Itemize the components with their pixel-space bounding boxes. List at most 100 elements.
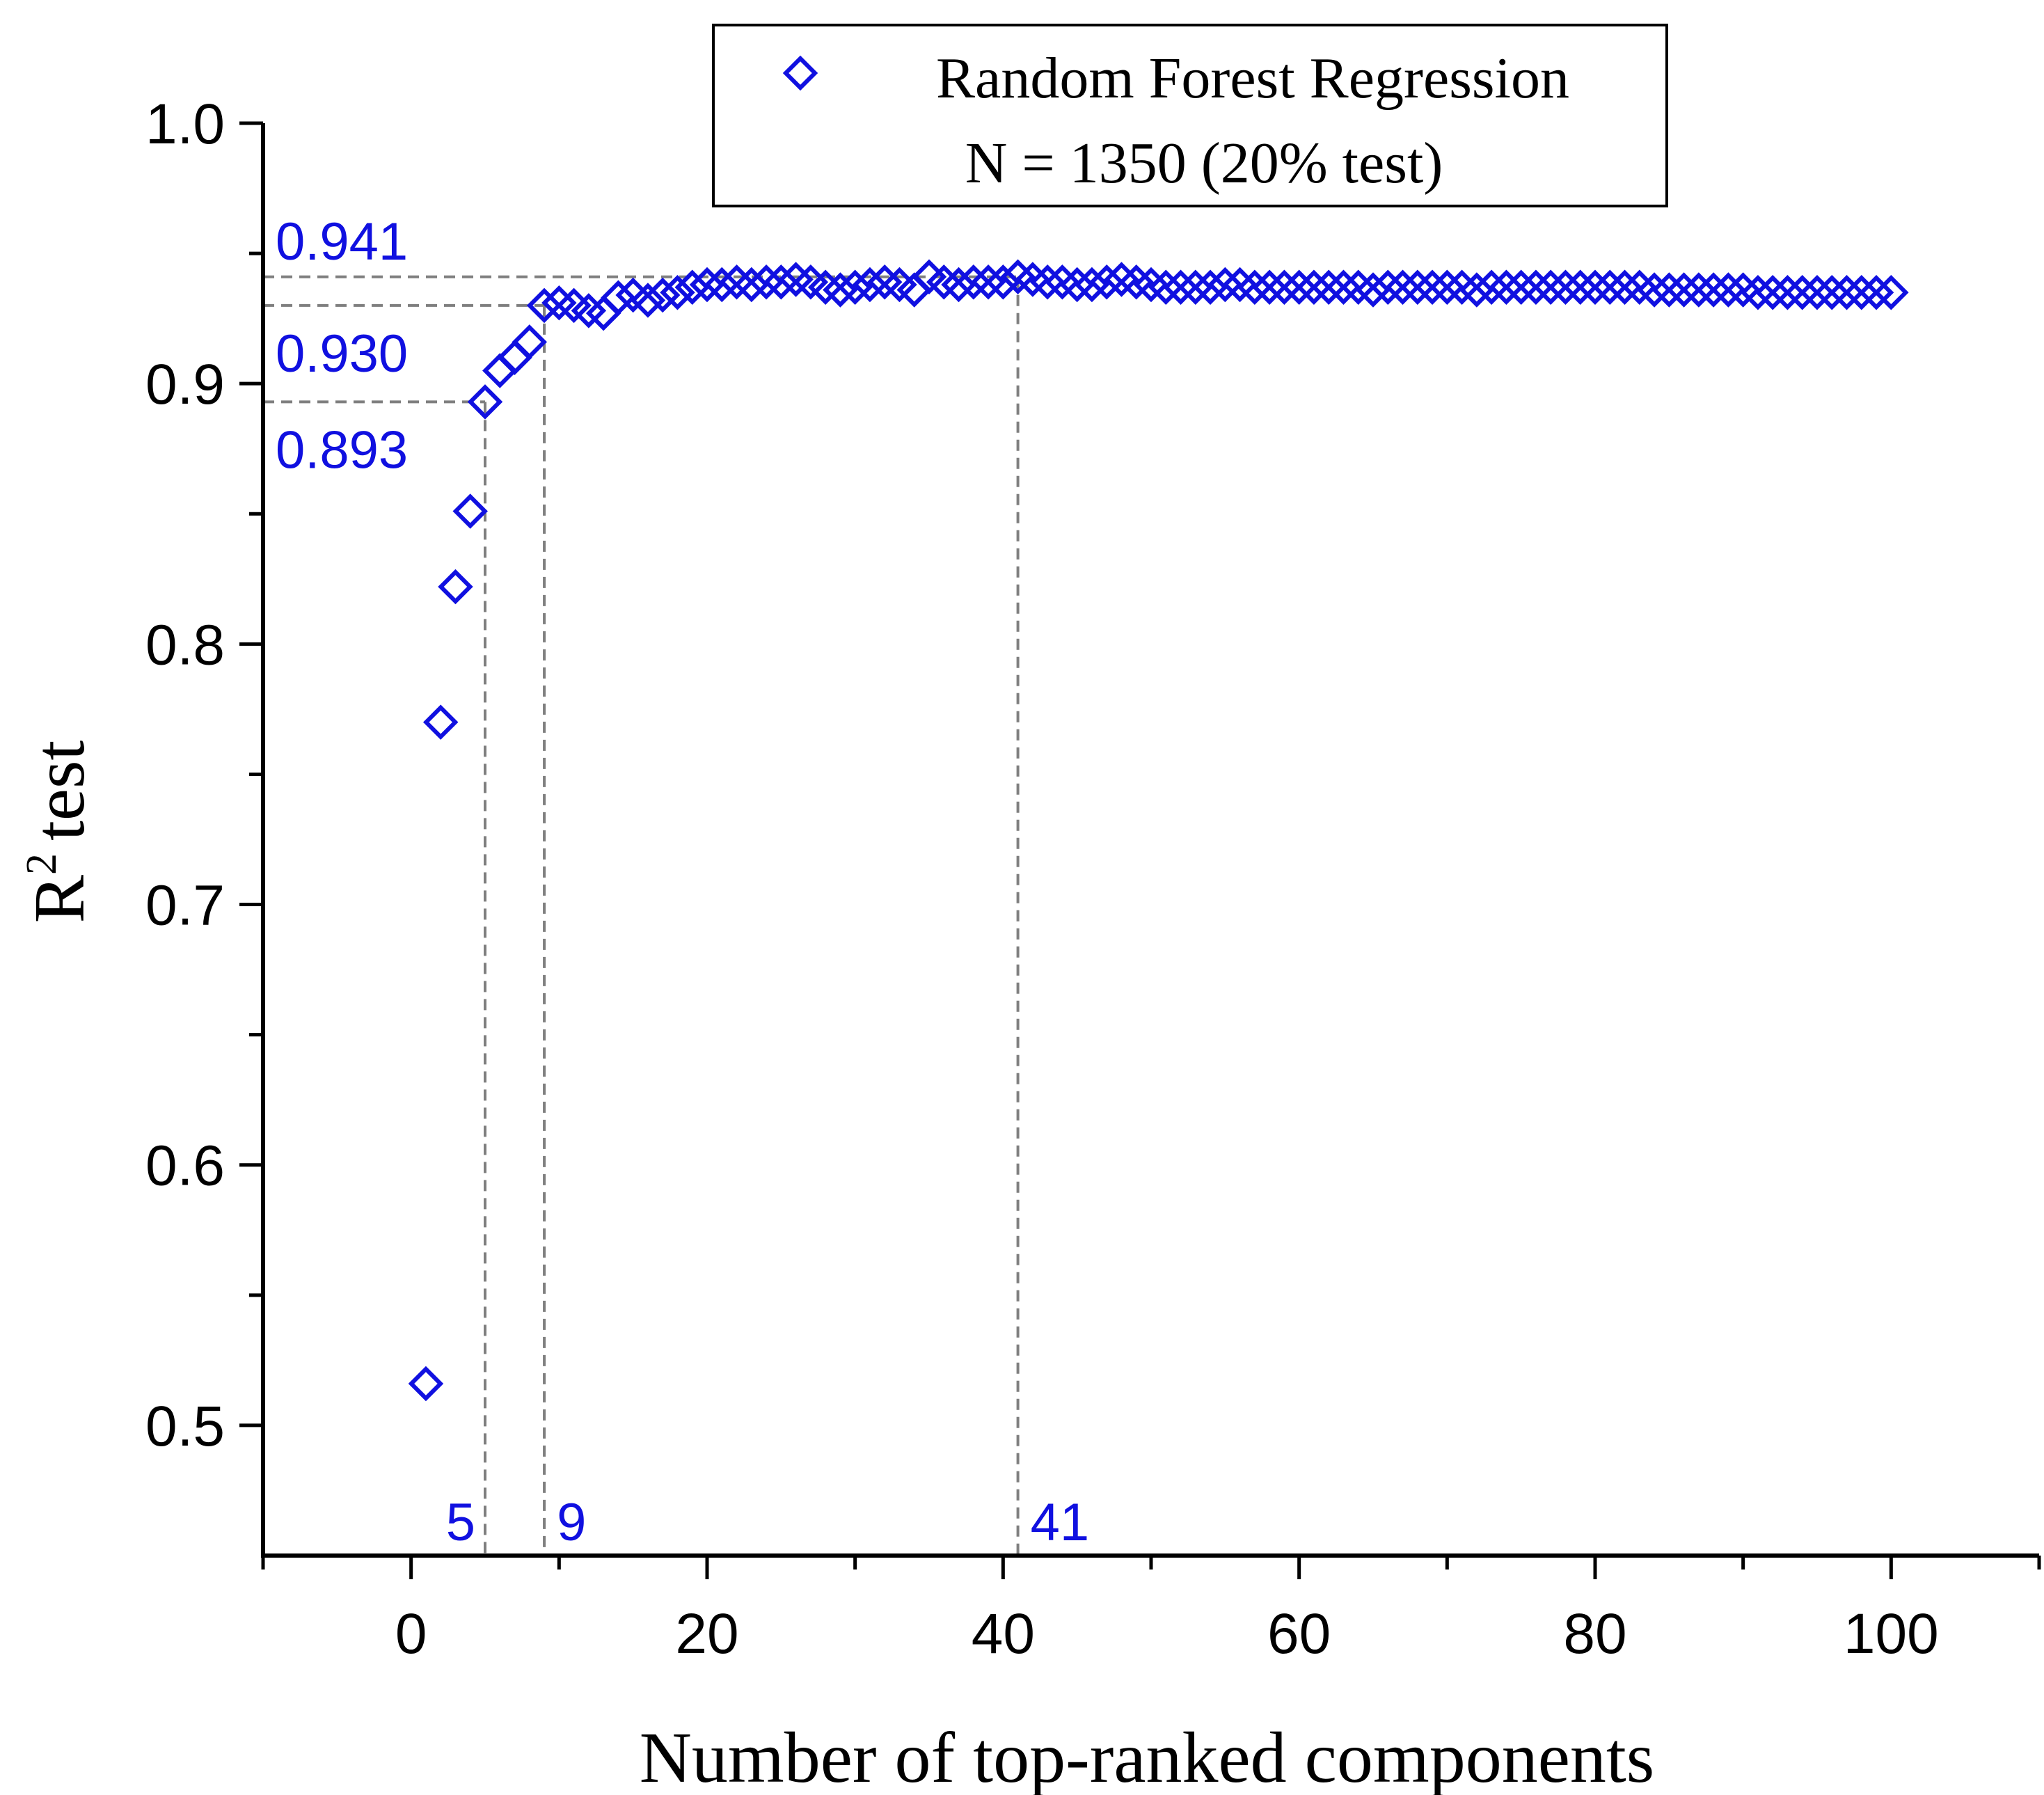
legend-diamond-marker <box>782 55 818 91</box>
data-point <box>630 283 666 318</box>
data-point <box>1666 272 1702 308</box>
data-point <box>1548 269 1583 305</box>
x-tick-label: 60 <box>1267 1602 1331 1666</box>
data-point <box>1281 269 1317 305</box>
axes: 0 20 40 60 80 100 0.5 0.6 0.7 0.8 0.9 1.0 <box>145 93 2041 1666</box>
data-point <box>1636 272 1672 308</box>
data-point <box>1163 269 1198 305</box>
data-point <box>1711 272 1746 308</box>
data-point <box>1296 269 1332 305</box>
data-point <box>1267 269 1302 305</box>
y-tick-label: 0.8 <box>145 613 225 677</box>
data-point <box>748 264 784 300</box>
data-point <box>837 269 873 305</box>
data-point <box>1532 269 1569 305</box>
data-point <box>1385 269 1420 305</box>
x-tick-label: 80 <box>1563 1602 1626 1666</box>
data-point <box>1607 269 1642 305</box>
data-point <box>896 272 932 308</box>
legend: Random Forest Regression N = 1350 (20% t… <box>712 24 1668 207</box>
x-tick-label: 20 <box>675 1602 738 1666</box>
data-point <box>644 277 681 313</box>
data-point <box>1207 267 1243 303</box>
data-point <box>497 340 532 376</box>
data-point <box>467 384 503 420</box>
data-point <box>970 264 1006 300</box>
data-point <box>1844 274 1880 310</box>
data-point <box>674 269 710 305</box>
data-point <box>1503 269 1539 305</box>
data-point <box>704 267 740 303</box>
x-axis-title: Number of top-ranked components <box>640 1718 1655 1795</box>
legend-box <box>712 24 1668 207</box>
data-point <box>660 274 695 310</box>
data-point <box>1029 264 1065 300</box>
data-point <box>1562 269 1598 305</box>
data-point <box>985 264 1021 300</box>
data-point <box>1518 269 1554 305</box>
data-point <box>1414 269 1450 305</box>
data-point <box>1310 269 1347 305</box>
legend-marker <box>782 55 818 91</box>
data-point <box>1873 274 1909 310</box>
h-reference-label: 0.930 <box>276 324 408 383</box>
data-point <box>689 267 725 303</box>
data-point <box>1400 269 1436 305</box>
data-point <box>1770 274 1805 310</box>
y-tick-label: 0.7 <box>145 874 225 938</box>
y-axis-title-base: R <box>19 874 100 923</box>
data-point <box>1178 269 1214 305</box>
data-point <box>1489 269 1524 305</box>
data-point <box>482 353 518 388</box>
data-point <box>1088 264 1125 300</box>
legend-line-1: Random Forest Regression <box>936 46 1569 111</box>
data-point <box>452 493 488 529</box>
y-tick-label: 1.0 <box>145 93 225 156</box>
y-tick-label: 0.5 <box>145 1395 225 1458</box>
data-point <box>1858 274 1894 310</box>
v-reference-label: 41 <box>1031 1493 1090 1552</box>
data-point <box>1473 269 1510 305</box>
h-reference-label: 0.941 <box>276 212 408 271</box>
reference-lines <box>263 275 1020 1556</box>
legend-line-2: N = 1350 (20% test) <box>965 131 1443 196</box>
data-point <box>734 267 770 303</box>
data-point <box>1592 269 1628 305</box>
h-reference-label: 0.893 <box>276 420 408 480</box>
y-tick-label: 0.9 <box>145 353 225 416</box>
data-point <box>941 267 976 303</box>
data-point <box>1148 269 1184 305</box>
data-point <box>1814 274 1850 310</box>
data-point <box>1754 274 1791 310</box>
data-point <box>1784 274 1820 310</box>
data-point <box>852 267 888 303</box>
data-point <box>526 287 562 324</box>
y-axis-title: R2 test <box>18 740 100 923</box>
y-tick-label: 0.6 <box>145 1134 225 1198</box>
y-axis-title-rest: test <box>19 740 100 841</box>
data-point <box>1651 272 1687 308</box>
data-point <box>1237 269 1273 305</box>
data-point <box>1192 269 1228 305</box>
data-point <box>763 264 799 300</box>
data-point <box>1829 274 1864 310</box>
x-tick-label: 40 <box>972 1602 1035 1666</box>
y-axis-title-sup: 2 <box>18 853 65 875</box>
data-point <box>1074 267 1110 303</box>
data-point <box>1577 269 1613 305</box>
data-point <box>1370 269 1406 305</box>
data-point <box>1681 272 1717 308</box>
data-point <box>601 280 636 315</box>
data-point <box>956 264 992 300</box>
data-point <box>1695 272 1732 308</box>
data-point <box>1429 269 1465 305</box>
data-point <box>1459 272 1495 308</box>
data-point <box>1799 274 1835 310</box>
data-point <box>422 704 459 740</box>
data-point <box>823 272 858 308</box>
x-tick-label: 0 <box>395 1602 427 1666</box>
data-point <box>1355 272 1391 308</box>
v-reference-label: 5 <box>446 1493 475 1552</box>
v-reference-label: 9 <box>557 1493 586 1552</box>
